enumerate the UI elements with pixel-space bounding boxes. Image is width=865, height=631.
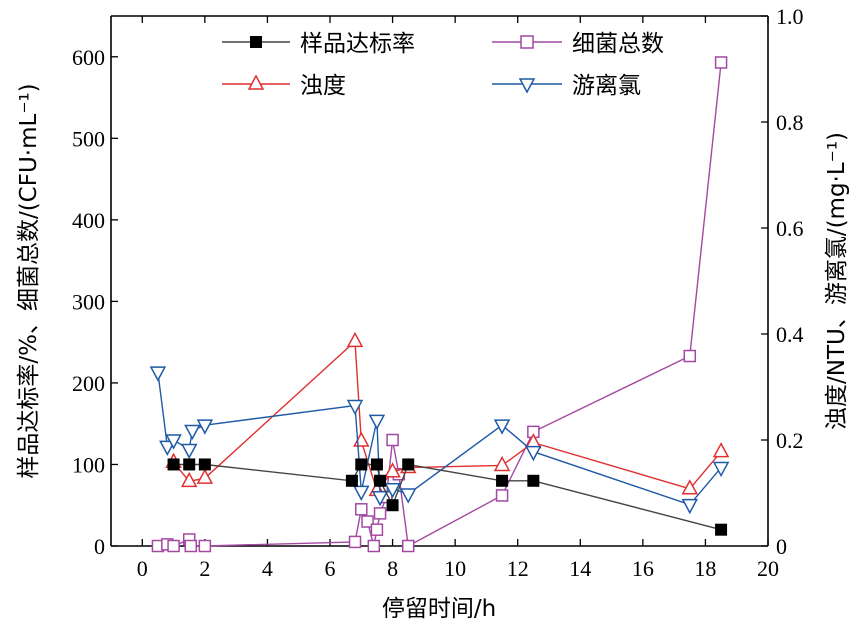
data-point — [493, 455, 511, 472]
legend: 样品达标率 细菌总数 浊度 游离氯 — [222, 31, 664, 99]
data-point — [368, 414, 386, 430]
legend-label-pass-rate: 样品达标率 — [300, 31, 415, 57]
data-point — [355, 458, 368, 471]
legend-item-chlorine: 游离氯 — [492, 73, 641, 99]
x-tick-label: 16 — [632, 556, 654, 581]
x-tick-label: 14 — [569, 556, 591, 581]
legend-marker-chlorine — [518, 78, 536, 94]
data-point — [184, 539, 198, 553]
x-axis-title: 停留时间/h — [382, 596, 496, 622]
data-point — [198, 539, 212, 553]
data-point — [681, 479, 699, 495]
data-point — [399, 488, 417, 504]
data-point — [346, 399, 364, 416]
y-right-tick-label: 1.0 — [776, 4, 804, 29]
series-line — [157, 372, 722, 506]
data-point — [493, 419, 511, 435]
data-point — [165, 434, 182, 450]
data-point — [196, 468, 214, 484]
y-left-tick-label: 500 — [72, 126, 105, 151]
y-right-tick-label: 0.4 — [776, 322, 804, 347]
legend-item-bacteria: 细菌总数 — [492, 31, 664, 57]
data-point — [371, 490, 389, 507]
data-point — [712, 461, 730, 478]
data-point — [386, 499, 399, 512]
y-left-tick-label: 300 — [72, 289, 105, 314]
ticks: 0 2 4 6 8 10 12 14 16 18 20010020030040050060000.2… — [72, 4, 804, 581]
data-point — [374, 474, 387, 487]
series-layer — [149, 56, 730, 553]
data-point — [402, 458, 415, 471]
y-left-tick-label: 0 — [94, 534, 105, 559]
legend-marker-bacteria — [520, 35, 534, 49]
x-tick-label: 2 — [199, 556, 210, 581]
data-point — [367, 539, 381, 553]
data-point — [167, 458, 180, 471]
data-point — [196, 419, 214, 435]
data-point — [714, 56, 728, 69]
y-left-axis-title: 样品达标率/%、细菌总数/(CFU·mL⁻¹) — [16, 83, 42, 478]
data-point — [355, 503, 368, 516]
x-tick-label: 18 — [694, 556, 716, 581]
data-point — [373, 507, 387, 520]
data-point — [712, 442, 730, 458]
data-point — [361, 515, 374, 528]
data-point — [180, 471, 198, 488]
legend-marker-pass-rate — [250, 36, 262, 48]
x-tick-label: 10 — [444, 556, 466, 581]
data-point — [401, 539, 415, 553]
x-tick-label: 8 — [387, 556, 398, 581]
data-point — [683, 349, 697, 363]
data-point — [715, 523, 728, 536]
y-left-tick-label: 600 — [72, 45, 105, 70]
data-point — [198, 458, 211, 471]
data-point — [525, 445, 542, 462]
y-right-tick-label: 0.2 — [776, 428, 804, 453]
data-point — [159, 440, 176, 456]
x-tick-label: 12 — [507, 556, 529, 581]
data-point — [386, 433, 399, 447]
series-line — [173, 339, 722, 492]
data-point — [353, 485, 370, 501]
data-point — [384, 483, 401, 499]
data-point — [496, 474, 509, 487]
data-point — [346, 331, 364, 348]
y-right-axis-title: 浊度/NTU、游离氯/(mg·L⁻¹) — [824, 132, 850, 430]
data-point — [370, 523, 384, 536]
legend-item-turbidity: 浊度 — [222, 73, 346, 99]
legend-item-pass-rate: 样品达标率 — [222, 31, 415, 57]
y-right-tick-label: 0 — [776, 534, 787, 559]
x-tick-label: 20 — [757, 556, 779, 581]
x-tick-label: 6 — [325, 556, 336, 581]
data-point — [183, 458, 196, 471]
data-point — [184, 424, 201, 441]
data-point — [149, 366, 167, 382]
y-left-tick-label: 200 — [72, 371, 105, 396]
y-left-tick-label: 400 — [72, 208, 105, 233]
series-0 — [167, 458, 728, 536]
data-point — [527, 474, 540, 487]
data-point — [180, 443, 198, 460]
x-tick-label: 4 — [262, 556, 273, 581]
data-point — [353, 431, 370, 447]
data-point — [345, 474, 358, 487]
data-point — [370, 458, 383, 471]
data-point — [495, 489, 509, 502]
x-tick-label: 0 — [137, 556, 148, 581]
data-point — [681, 498, 699, 515]
series-1 — [151, 56, 728, 553]
y-left-tick-label: 100 — [72, 452, 105, 477]
legend-marker-turbidity — [247, 74, 265, 90]
y-right-tick-label: 0.6 — [776, 216, 804, 241]
y-right-tick-label: 0.8 — [776, 110, 804, 135]
legend-label-bacteria: 细菌总数 — [572, 31, 664, 57]
series-3 — [149, 366, 730, 515]
data-point — [167, 539, 180, 553]
legend-label-chlorine: 游离氯 — [572, 73, 641, 99]
legend-label-turbidity: 浊度 — [300, 73, 346, 99]
data-point — [348, 535, 362, 549]
data-point — [384, 462, 401, 478]
